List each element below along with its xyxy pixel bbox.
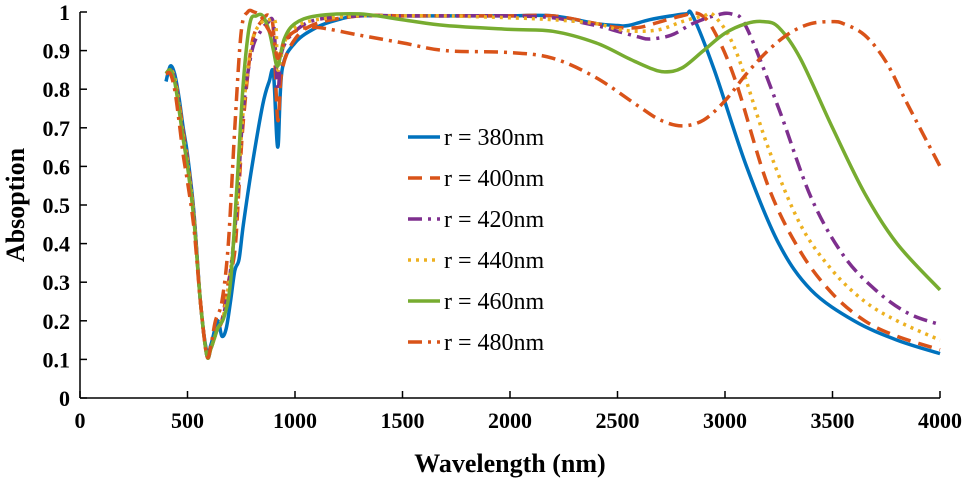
series-line-4 [164,11,941,360]
x-tick-label: 2500 [596,408,640,433]
x-tick-label: 1500 [381,408,425,433]
x-tick-label: 500 [171,408,204,433]
legend-label-2: r = 400nm [444,166,545,192]
y-tick-label: 0.8 [43,77,71,102]
legend: r = 380nm r = 400nm r = 420nm r = 440nm r = … [408,125,545,356]
x-tick-label: 3500 [811,408,855,433]
x-tick-label: 0 [75,408,86,433]
x-tick-label: 2000 [488,408,532,433]
legend-label-3: r = 420nm [444,207,545,233]
y-tick-label: 0.1 [43,347,71,372]
y-tick-label: 1 [59,0,70,25]
x-tick-label: 4000 [918,408,962,433]
y-tick-label: 0.5 [43,193,71,218]
legend-label-4: r = 440nm [444,248,545,274]
y-tick-label: 0 [59,386,70,411]
y-tick-label: 0.6 [43,154,71,179]
legend-label-5: r = 460nm [444,289,545,315]
x-tick-label: 3000 [703,408,747,433]
series-line-6 [165,8,942,360]
y-tick-label: 0.4 [43,232,71,257]
y-tick-label: 0.7 [43,116,71,141]
series-layer [164,8,942,360]
y-tick-label: 0.3 [43,270,71,295]
legend-label-6: r = 480nm [444,330,545,356]
legend-label-1: r = 380nm [444,125,545,151]
series-line-2 [164,11,941,360]
y-tick-label: 0.9 [43,39,71,64]
x-axis-title: Wavelength (nm) [414,449,605,478]
y-axis-title: Absoption [1,147,30,262]
x-tick-label: 1000 [273,408,317,433]
axes: 0 500 1000 1500 2000 2500 3000 3500 4000 0 0.1 0.2 0… [43,0,963,433]
y-tick-label: 0.2 [43,309,71,334]
